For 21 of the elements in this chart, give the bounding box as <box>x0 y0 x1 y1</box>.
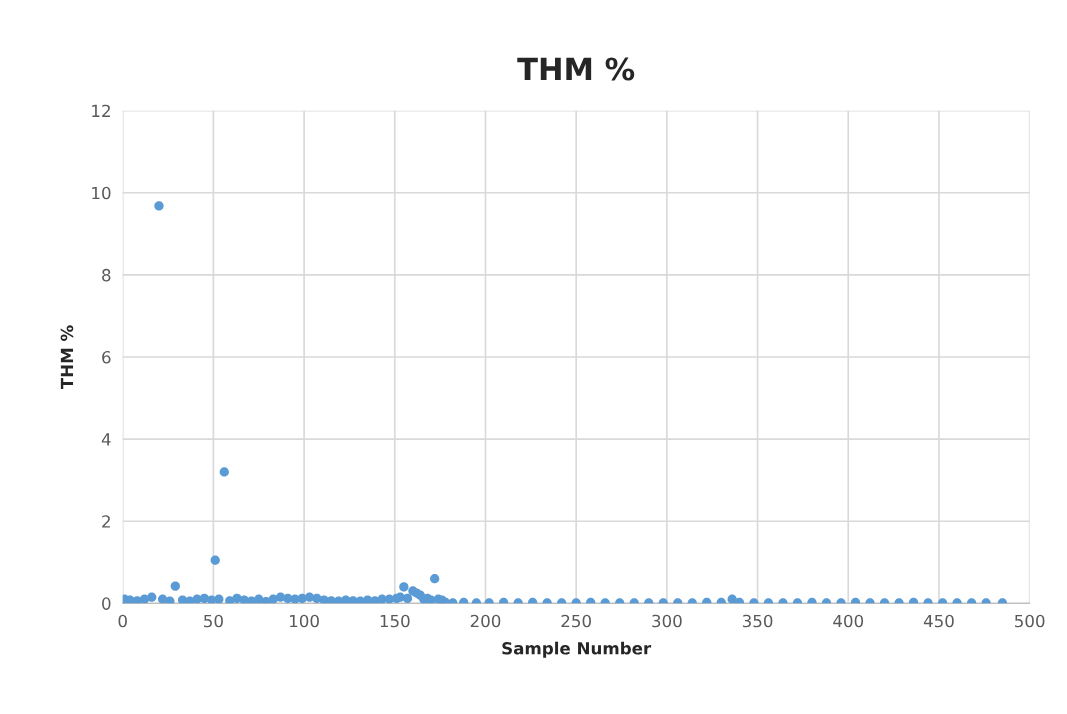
y-axis-title: THM % <box>60 325 74 390</box>
x-tick-label: 500 <box>1015 614 1045 628</box>
x-tick-label: 250 <box>561 614 591 628</box>
y-tick-label: 6 <box>102 350 111 364</box>
y-tick-label: 12 <box>92 104 110 117</box>
x-tick-label: 0 <box>118 614 127 628</box>
x-tick-label: 150 <box>380 614 410 628</box>
x-tick-label: 450 <box>923 614 954 628</box>
x-tick-label: 400 <box>833 614 864 628</box>
x-tick-label: 300 <box>652 614 682 628</box>
x-tick-label: 50 <box>204 614 223 628</box>
y-tick-label: 4 <box>101 433 111 446</box>
x-tick-label: 350 <box>742 614 773 628</box>
x-tick-label: 200 <box>470 614 501 628</box>
y-tick-label: 8 <box>102 268 111 282</box>
y-tick-label: 10 <box>92 186 111 200</box>
x-tick-label: 100 <box>290 614 319 628</box>
chart-title: THM % <box>517 57 635 81</box>
y-tick-label: 0 <box>102 597 111 610</box>
y-tick-label: 2 <box>102 515 110 528</box>
x-axis-title: Sample Number <box>502 641 652 658</box>
